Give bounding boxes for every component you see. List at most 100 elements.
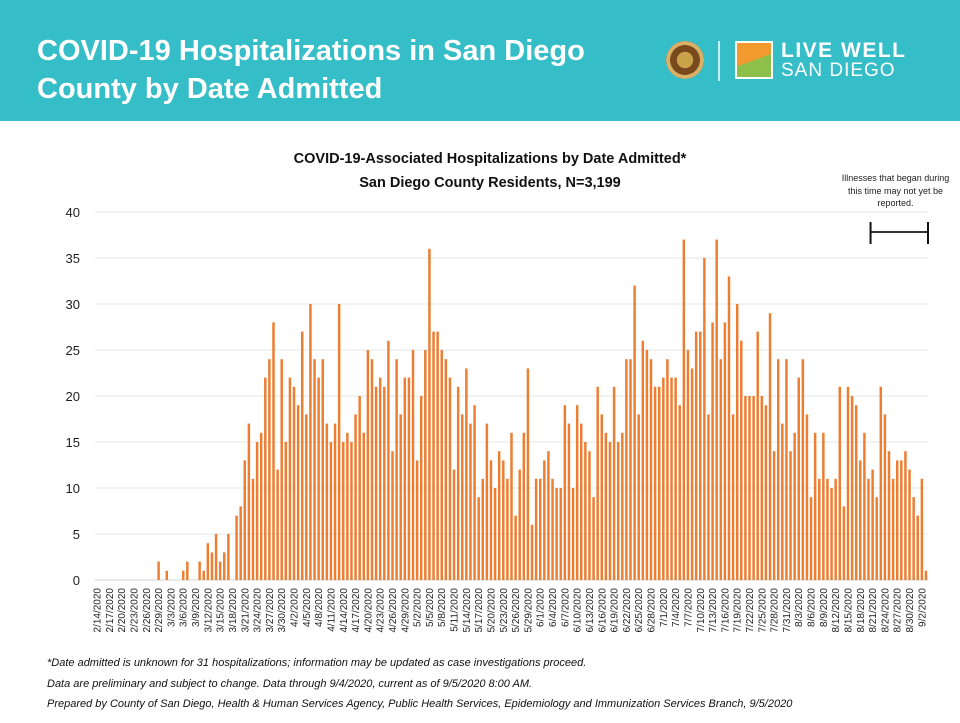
bar <box>666 359 669 580</box>
bar <box>686 350 690 580</box>
header-banner: COVID-19 Hospitalizations in San Diego C… <box>0 0 960 121</box>
bar <box>690 368 694 580</box>
x-tick-label: 6/28/2020 <box>647 588 658 633</box>
x-tick-label: 5/14/2020 <box>462 588 473 633</box>
bar <box>822 432 825 580</box>
x-tick-label: 3/21/2020 <box>240 588 251 633</box>
bar <box>526 368 530 580</box>
x-tick-label: 4/11/2020 <box>326 588 337 632</box>
bar <box>218 561 222 580</box>
bar <box>818 478 821 580</box>
bar <box>481 478 485 580</box>
bar <box>399 414 402 580</box>
x-tick-label: 4/26/2020 <box>388 588 399 633</box>
bar <box>300 331 304 580</box>
bar <box>272 322 275 580</box>
bar <box>489 460 493 580</box>
chart-subtitle: San Diego County Residents, N=3,199 <box>359 175 621 191</box>
bar <box>370 359 374 580</box>
bar <box>682 239 686 580</box>
bar <box>871 469 874 580</box>
x-tick-label: 5/20/2020 <box>486 588 497 633</box>
bar <box>337 304 341 580</box>
x-tick-label: 7/25/2020 <box>757 588 768 633</box>
bar <box>879 386 883 580</box>
bar <box>912 497 915 580</box>
x-tick-label: 8/27/2020 <box>893 588 904 633</box>
bar <box>584 442 587 580</box>
county-seal-logo <box>666 41 704 79</box>
bar <box>235 515 238 580</box>
bar <box>214 534 218 580</box>
x-tick-label: 7/28/2020 <box>770 588 781 633</box>
bar <box>641 340 645 580</box>
x-tick-label: 4/14/2020 <box>339 588 350 633</box>
bar <box>251 478 255 580</box>
bar <box>223 552 226 580</box>
bar <box>703 258 706 580</box>
bar <box>908 469 911 580</box>
x-tick-label: 6/16/2020 <box>597 588 608 633</box>
bar <box>694 331 698 580</box>
x-tick-label: 4/20/2020 <box>363 588 374 633</box>
bar <box>727 276 731 580</box>
bar <box>551 478 554 580</box>
y-tick-label: 30 <box>66 297 80 312</box>
bar <box>485 423 489 580</box>
bar <box>543 460 546 580</box>
bar <box>657 386 661 580</box>
bar <box>313 359 316 580</box>
bar <box>580 423 583 580</box>
x-tick-label: 4/2/2020 <box>290 588 301 627</box>
page-title-line1: COVID-19 Hospitalizations in San Diego <box>37 35 585 67</box>
x-tick-label: 7/7/2020 <box>683 588 694 627</box>
x-tick-label: 6/22/2020 <box>622 588 633 633</box>
bar <box>305 414 308 580</box>
live-well-logo-icon <box>735 41 773 79</box>
x-tick-label: 5/8/2020 <box>437 588 448 627</box>
y-tick-label: 0 <box>73 573 80 588</box>
bar <box>284 442 288 580</box>
x-tick-label: 5/29/2020 <box>523 588 534 633</box>
bar <box>255 442 259 580</box>
bar <box>904 451 907 580</box>
bar <box>506 478 509 580</box>
bar <box>567 423 571 580</box>
x-tick-label: 3/24/2020 <box>253 588 264 633</box>
x-tick-label: 7/16/2020 <box>720 588 731 633</box>
bar <box>596 386 599 580</box>
bar <box>895 460 899 580</box>
bar <box>678 405 681 580</box>
x-tick-label: 8/30/2020 <box>905 588 916 633</box>
bar <box>448 377 452 580</box>
bar <box>645 350 649 580</box>
bar <box>198 561 201 580</box>
x-tick-label: 9/2/2020 <box>917 588 928 627</box>
x-tick-label: 2/29/2020 <box>154 588 165 633</box>
bar <box>625 359 628 580</box>
bar <box>842 506 846 580</box>
x-tick-label: 7/13/2020 <box>708 588 719 633</box>
x-tick-label: 8/18/2020 <box>856 588 867 633</box>
bar <box>616 442 620 580</box>
bar <box>830 488 833 580</box>
bar <box>621 432 624 580</box>
bar <box>456 386 460 580</box>
chart-title: COVID-19-Associated Hospitalizations by … <box>293 151 687 167</box>
bar <box>834 478 837 580</box>
bar <box>407 377 411 580</box>
bar <box>268 359 271 580</box>
bar <box>461 414 464 580</box>
bar <box>612 386 616 580</box>
footnote-3: Prepared by County of San Diego, Health … <box>47 698 793 710</box>
x-tick-label: 6/4/2020 <box>548 588 559 627</box>
bar <box>670 377 673 580</box>
bar <box>264 377 267 580</box>
x-tick-label: 8/24/2020 <box>880 588 891 633</box>
bar <box>854 405 858 580</box>
bar <box>227 534 230 580</box>
bar <box>239 506 242 580</box>
y-tick-label: 15 <box>66 435 80 450</box>
live-well-logo-text-2: SAN DIEGO <box>781 60 896 81</box>
